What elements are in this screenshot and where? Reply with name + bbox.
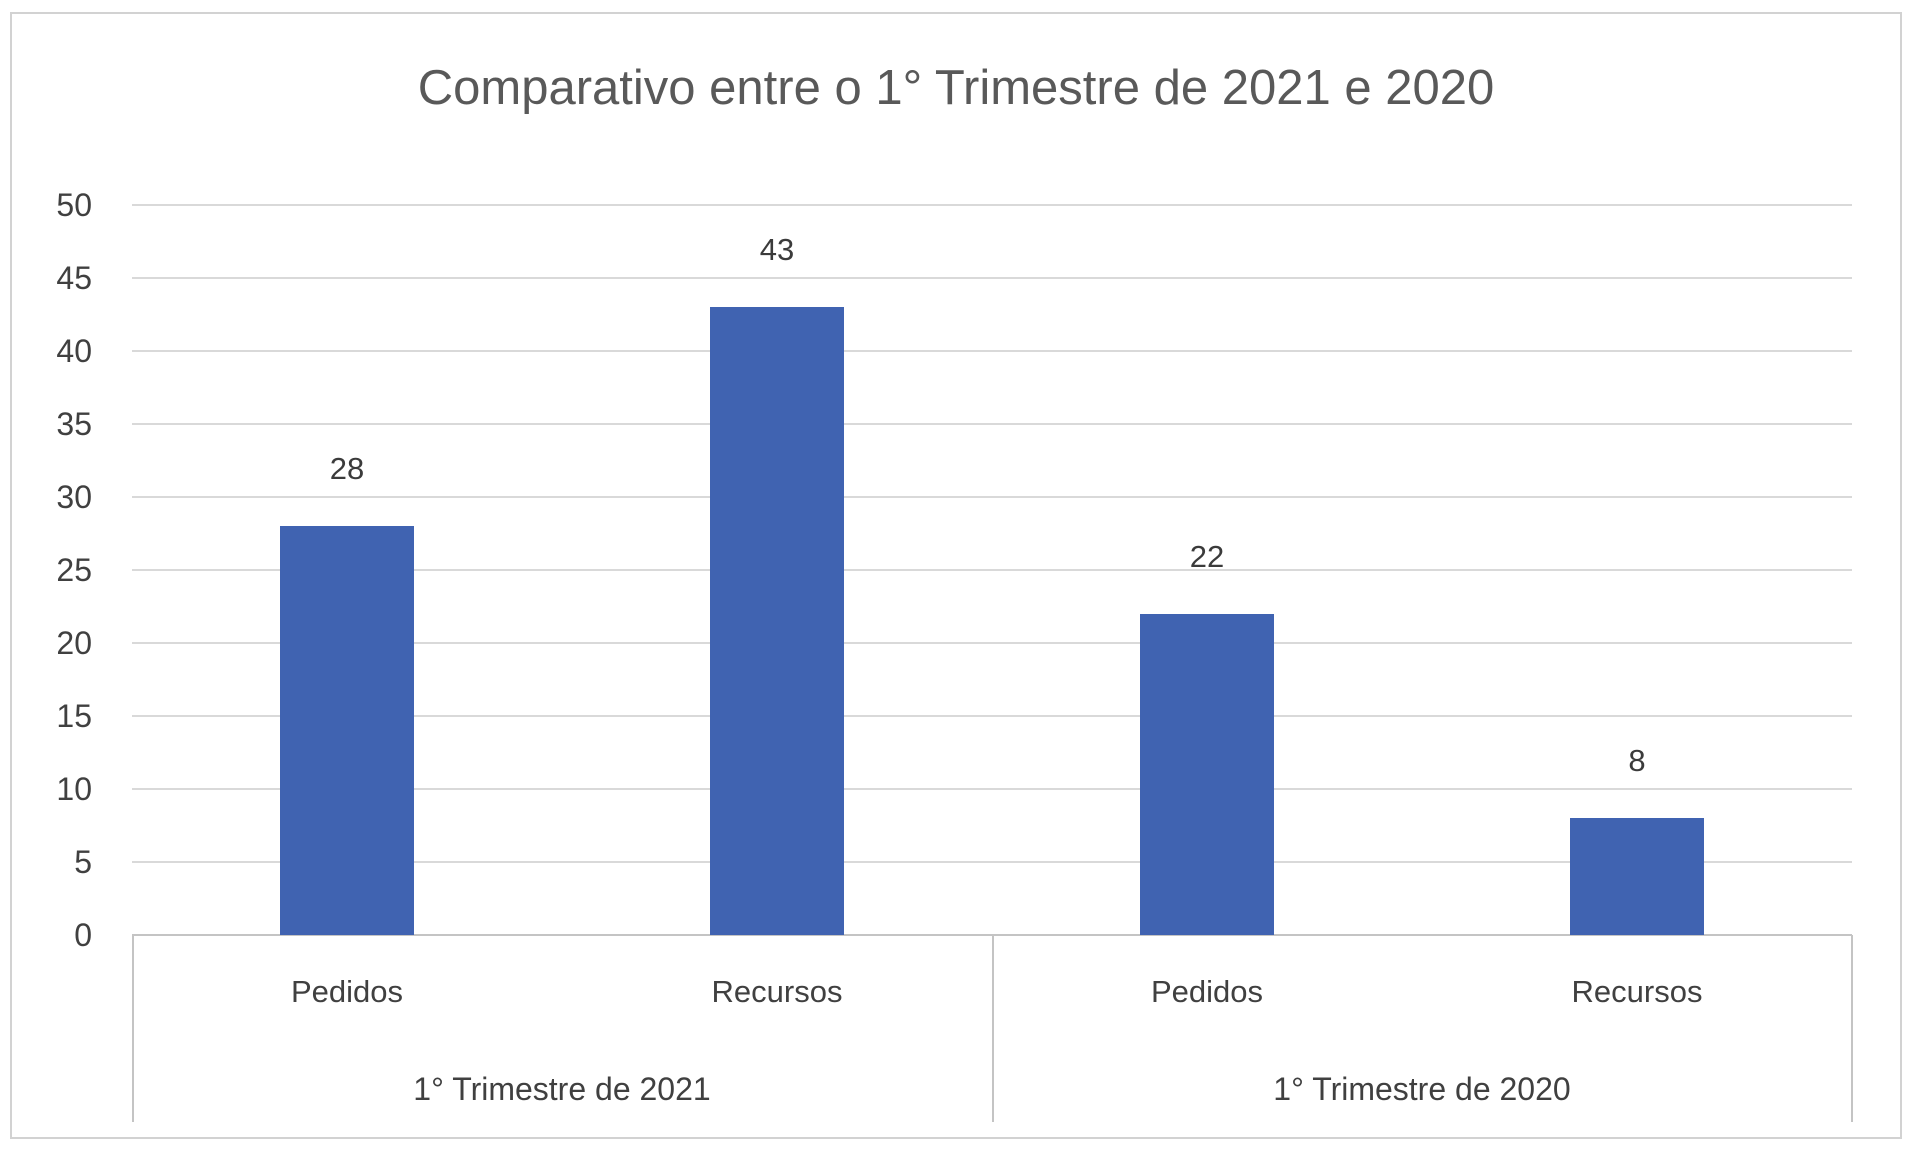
y-gridline xyxy=(132,861,1852,863)
group-label: 1° Trimestre de 2020 xyxy=(1273,1071,1571,1107)
category-divider xyxy=(992,935,994,1122)
y-tick-label: 5 xyxy=(74,844,92,880)
bar-value-label: 43 xyxy=(759,232,795,268)
y-gridline xyxy=(132,204,1852,206)
y-tick-label: 30 xyxy=(56,479,92,515)
y-gridline xyxy=(132,277,1852,279)
chart-title: Comparativo entre o 1° Trimestre de 2021… xyxy=(417,61,1495,115)
bar-value-label: 28 xyxy=(329,451,365,487)
y-tick-label: 15 xyxy=(56,698,92,734)
y-tick-label: 35 xyxy=(56,406,92,442)
category-label: Pedidos xyxy=(1150,974,1264,1009)
bar xyxy=(280,526,414,935)
y-tick-label: 20 xyxy=(56,625,92,661)
category-divider xyxy=(1851,935,1853,1122)
bar-value-label: 22 xyxy=(1189,538,1225,574)
y-tick-label: 0 xyxy=(74,917,92,953)
bar xyxy=(1570,818,1704,935)
category-divider xyxy=(132,935,134,1122)
y-gridline xyxy=(132,496,1852,498)
y-tick-label: 40 xyxy=(56,333,92,369)
category-label: Recursos xyxy=(711,974,843,1009)
y-tick-label: 45 xyxy=(56,260,92,296)
y-tick-label: 10 xyxy=(56,771,92,807)
bar-value-label: 8 xyxy=(1628,743,1646,779)
y-gridline xyxy=(132,423,1852,425)
y-gridline xyxy=(132,569,1852,571)
y-tick-label: 25 xyxy=(56,552,92,588)
y-gridline xyxy=(132,642,1852,644)
y-gridline xyxy=(132,788,1852,790)
y-gridline xyxy=(132,350,1852,352)
y-gridline xyxy=(132,715,1852,717)
category-label: Pedidos xyxy=(290,974,404,1009)
category-label: Recursos xyxy=(1571,974,1703,1009)
chart-frame: Comparativo entre o 1° Trimestre de 2021… xyxy=(10,12,1902,1139)
group-label: 1° Trimestre de 2021 xyxy=(413,1071,711,1107)
bar xyxy=(1140,613,1274,935)
y-tick-label: 50 xyxy=(56,187,92,223)
bar xyxy=(710,307,844,935)
